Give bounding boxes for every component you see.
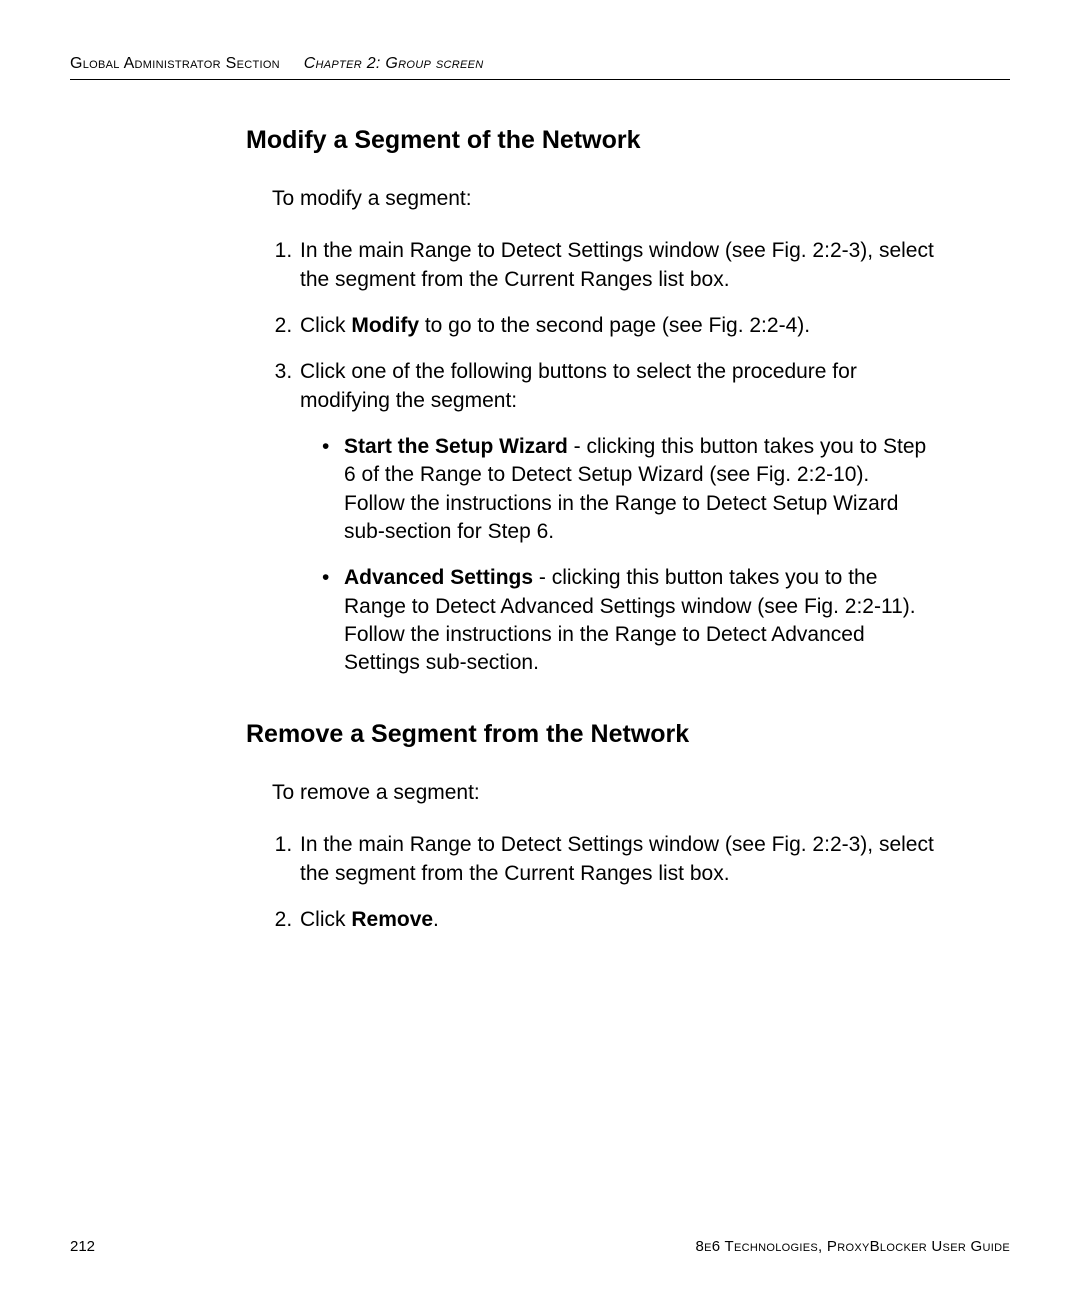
step-prefix: Click	[300, 314, 351, 337]
bullet-bold: Advanced Settings	[344, 566, 533, 589]
heading-modify-segment: Modify a Segment of the Network	[246, 126, 934, 155]
list-item: In the main Range to Detect Settings win…	[298, 237, 934, 294]
step-prefix: Click	[300, 908, 351, 931]
step-text: In the main Range to Detect Settings win…	[300, 833, 934, 884]
list-item: In the main Range to Detect Settings win…	[298, 831, 934, 888]
intro-remove: To remove a segment:	[272, 779, 934, 807]
content-area: Modify a Segment of the Network To modif…	[70, 126, 1010, 934]
ordered-list-modify: In the main Range to Detect Settings win…	[272, 237, 934, 677]
footer-right: 8e6 Technologies, ProxyBlocker User Guid…	[695, 1238, 1010, 1255]
step-bold: Modify	[351, 314, 419, 337]
header-left: Global Administrator Section	[70, 55, 280, 72]
step-text: In the main Range to Detect Settings win…	[300, 239, 934, 290]
page-footer: 212 8e6 Technologies, ProxyBlocker User …	[70, 1238, 1010, 1255]
running-header: Global Administrator Section Chapter 2: …	[70, 55, 1010, 80]
step-bold: Remove	[351, 908, 433, 931]
bullet-item: Advanced Settings - clicking this button…	[322, 564, 934, 677]
bullet-list: Start the Setup Wizard - clicking this b…	[322, 433, 934, 678]
heading-remove-segment: Remove a Segment from the Network	[246, 720, 934, 749]
step-suffix: .	[433, 908, 439, 931]
document-page: Global Administrator Section Chapter 2: …	[0, 0, 1080, 1311]
list-item: Click Remove.	[298, 906, 934, 934]
page-number: 212	[70, 1238, 95, 1255]
ordered-list-remove: In the main Range to Detect Settings win…	[272, 831, 934, 934]
step-text: Click one of the following buttons to se…	[300, 360, 857, 411]
list-item: Click Modify to go to the second page (s…	[298, 312, 934, 340]
list-item: Click one of the following buttons to se…	[298, 358, 934, 677]
intro-modify: To modify a segment:	[272, 185, 934, 213]
bullet-item: Start the Setup Wizard - clicking this b…	[322, 433, 934, 546]
step-suffix: to go to the second page (see Fig. 2:2-4…	[419, 314, 810, 337]
header-right: Chapter 2: Group screen	[304, 55, 484, 72]
bullet-bold: Start the Setup Wizard	[344, 435, 568, 458]
